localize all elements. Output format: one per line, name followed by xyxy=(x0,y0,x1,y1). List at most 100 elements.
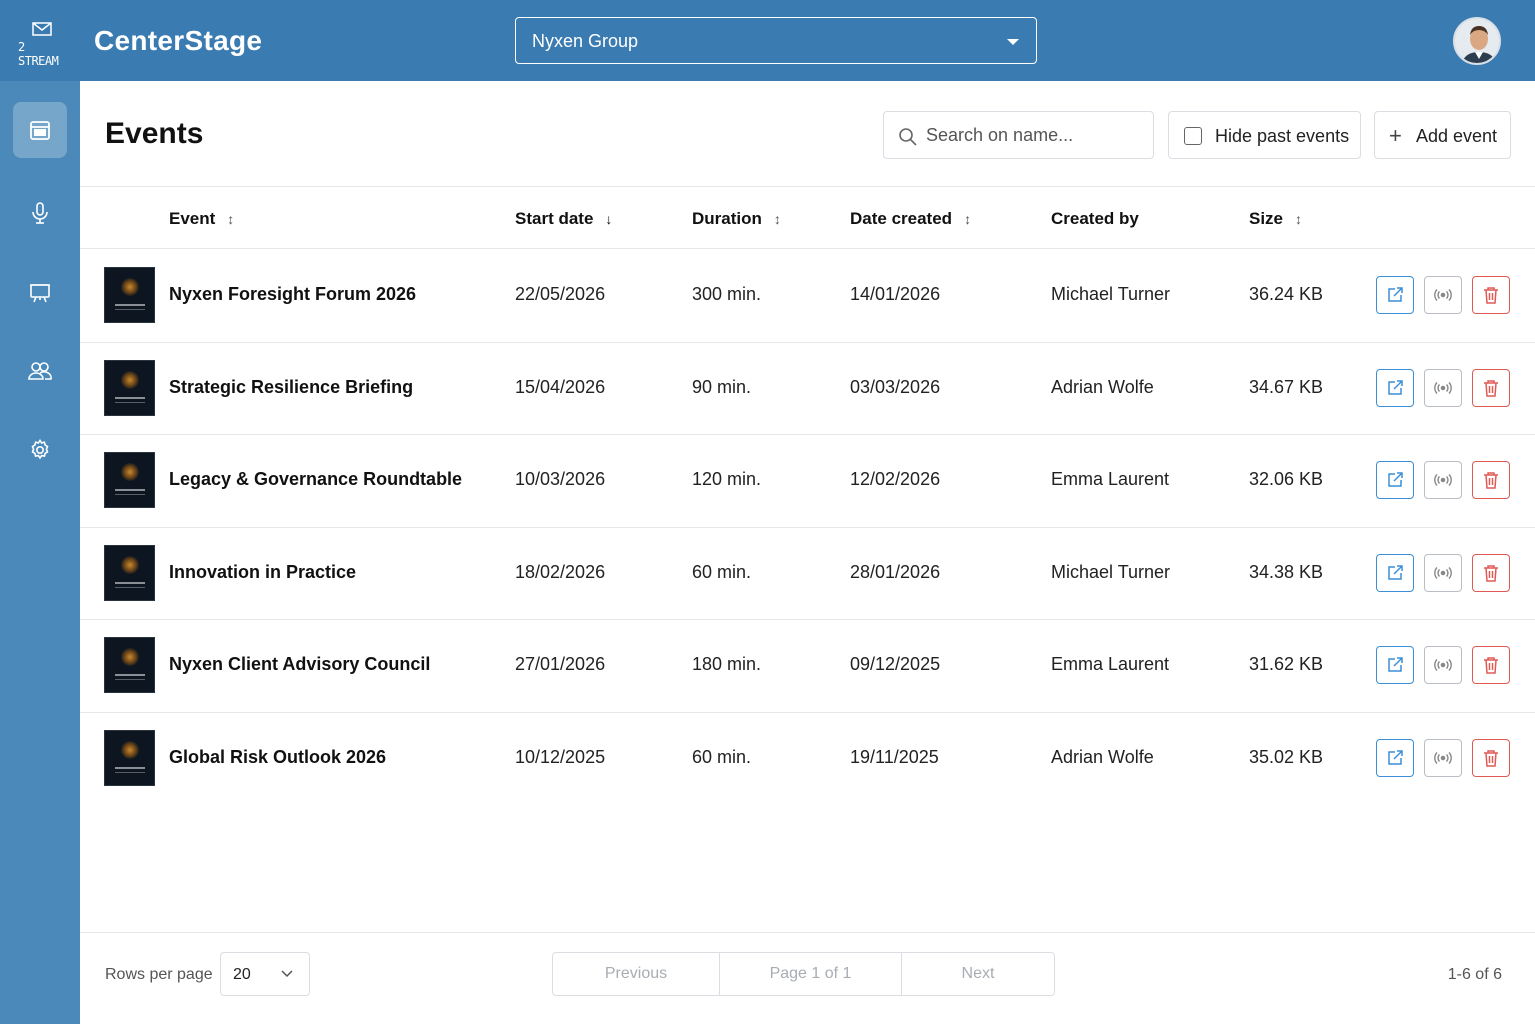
sidebar-item-settings[interactable] xyxy=(13,422,67,478)
event-duration: 120 min. xyxy=(692,469,762,490)
hide-past-events-checkbox[interactable] xyxy=(1184,127,1202,145)
broadcast-button[interactable] xyxy=(1424,276,1462,314)
page-title: Events xyxy=(105,117,204,150)
hide-past-events-label: Hide past events xyxy=(1215,126,1350,146)
column-header-start-date[interactable]: Start date ↓ xyxy=(515,209,612,229)
event-created-by: Michael Turner xyxy=(1051,561,1171,582)
brand-logo[interactable]: 2 STREAM xyxy=(16,22,68,68)
delete-event-button[interactable] xyxy=(1472,276,1510,314)
search-box[interactable] xyxy=(883,111,1154,159)
column-header-size[interactable]: Size ↕ xyxy=(1249,209,1302,229)
sort-descending-icon: ↓ xyxy=(605,211,613,227)
column-header-created-by: Created by xyxy=(1051,209,1139,229)
rows-per-page-select[interactable]: 20 xyxy=(220,952,310,996)
external-link-icon xyxy=(1388,379,1403,395)
next-page-button[interactable]: Next xyxy=(961,965,995,982)
event-duration: 180 min. xyxy=(692,654,762,675)
trash-icon xyxy=(1484,379,1498,397)
add-event-button[interactable]: + Add event xyxy=(1374,111,1511,159)
event-created-by: Emma Laurent xyxy=(1051,654,1170,675)
event-created-by: Michael Turner xyxy=(1051,284,1171,304)
table-row[interactable]: Innovation in Practice 18/02/2026 60 min… xyxy=(80,527,1535,619)
open-event-button[interactable] xyxy=(1376,646,1414,685)
row-divider xyxy=(80,341,1535,343)
event-start-date: 18/02/2026 xyxy=(515,561,606,582)
add-event-label: Add event xyxy=(1416,126,1498,146)
trash-icon xyxy=(1484,750,1498,767)
column-header-date-created-label: Date created xyxy=(850,209,953,228)
delete-event-button[interactable] xyxy=(1472,553,1510,592)
event-name[interactable]: Legacy & Governance Roundtable xyxy=(169,469,463,490)
event-created-by: Adrian Wolfe xyxy=(1051,747,1154,767)
trash-icon xyxy=(1484,565,1498,582)
rows-per-page-value: 20 xyxy=(233,966,251,983)
event-name[interactable]: Global Risk Outlook 2026 xyxy=(169,747,387,767)
delete-event-button[interactable] xyxy=(1472,368,1510,407)
broadcast-button[interactable] xyxy=(1424,461,1462,500)
trash-icon xyxy=(1484,657,1498,675)
event-duration: 60 min. xyxy=(692,747,752,767)
broadcast-icon xyxy=(1434,381,1452,394)
table-row[interactable]: Strategic Resilience Briefing 15/04/2026… xyxy=(80,342,1535,434)
open-event-button[interactable] xyxy=(1376,276,1414,314)
broadcast-button[interactable] xyxy=(1424,368,1462,407)
broadcast-button[interactable] xyxy=(1424,553,1462,592)
event-name[interactable]: Innovation in Practice xyxy=(169,561,357,582)
sidebar-item-events[interactable] xyxy=(13,102,67,158)
trash-icon xyxy=(1484,472,1498,489)
event-duration: 60 min. xyxy=(692,561,752,582)
column-header-start-date-label: Start date xyxy=(515,209,594,228)
sort-icon: ↕ xyxy=(1295,211,1303,227)
event-thumbnail xyxy=(104,544,155,601)
broadcast-icon xyxy=(1434,659,1452,672)
chevron-down-icon xyxy=(281,970,293,978)
sort-icon: ↕ xyxy=(773,211,781,227)
delete-event-button[interactable] xyxy=(1472,646,1510,685)
event-date-created: 19/11/2025 xyxy=(850,747,939,767)
table-row[interactable]: Nyxen Foresight Forum 2026 22/05/2026 30… xyxy=(80,249,1535,341)
organization-select-value: Nyxen Group xyxy=(532,31,639,51)
table-row[interactable]: Nyxen Client Advisory Council 27/01/2026… xyxy=(80,619,1535,711)
broadcast-icon xyxy=(1434,474,1452,487)
event-start-date: 22/05/2026 xyxy=(515,284,606,304)
event-thumbnail xyxy=(104,359,155,416)
column-header-event[interactable]: Event ↕ xyxy=(169,209,234,229)
column-header-date-created[interactable]: Date created ↕ xyxy=(850,209,971,229)
delete-event-button[interactable] xyxy=(1472,739,1510,777)
organization-select[interactable]: Nyxen Group xyxy=(515,17,1037,64)
broadcast-button[interactable] xyxy=(1424,646,1462,685)
event-name[interactable]: Strategic Resilience Briefing xyxy=(169,376,414,397)
row-divider xyxy=(80,712,1535,713)
user-avatar[interactable] xyxy=(1453,17,1501,65)
column-header-size-label: Size xyxy=(1249,209,1284,228)
event-name[interactable]: Nyxen Foresight Forum 2026 xyxy=(169,284,417,304)
external-link-icon xyxy=(1388,657,1403,673)
row-divider xyxy=(80,526,1535,528)
sidebar-item-presentations[interactable] xyxy=(13,265,67,321)
event-start-date: 27/01/2026 xyxy=(515,654,606,675)
event-start-date: 15/04/2026 xyxy=(515,376,606,397)
open-event-button[interactable] xyxy=(1376,739,1414,777)
trash-icon xyxy=(1484,287,1498,304)
column-header-duration[interactable]: Duration ↕ xyxy=(692,209,781,229)
hide-past-events-toggle[interactable]: Hide past events xyxy=(1168,111,1361,159)
sidebar-item-audio[interactable] xyxy=(13,185,67,241)
sidebar-item-users[interactable] xyxy=(13,343,67,399)
divider xyxy=(80,932,1535,933)
table-row[interactable]: Legacy & Governance Roundtable 10/03/202… xyxy=(80,434,1535,526)
table-row[interactable]: Global Risk Outlook 2026 10/12/2025 60 m… xyxy=(80,712,1535,804)
delete-event-button[interactable] xyxy=(1472,461,1510,500)
external-link-icon xyxy=(1388,565,1403,580)
search-input[interactable] xyxy=(926,122,1146,148)
event-thumbnail xyxy=(104,637,155,694)
event-name[interactable]: Nyxen Client Advisory Council xyxy=(169,654,431,675)
open-event-button[interactable] xyxy=(1376,553,1414,592)
broadcast-button[interactable] xyxy=(1424,739,1462,777)
previous-page-button[interactable]: Previous xyxy=(553,953,720,995)
sort-icon: ↕ xyxy=(964,211,972,227)
open-event-button[interactable] xyxy=(1376,461,1414,500)
open-event-button[interactable] xyxy=(1376,368,1414,407)
broadcast-icon xyxy=(1434,566,1452,579)
event-size: 34.38 KB xyxy=(1249,561,1324,582)
external-link-icon xyxy=(1388,750,1403,765)
